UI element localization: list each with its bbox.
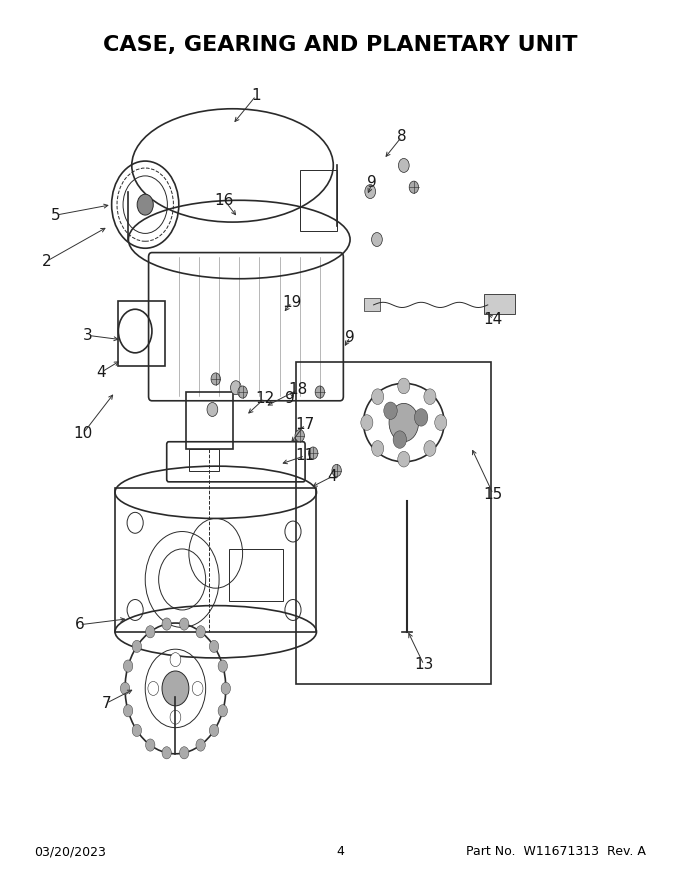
Circle shape bbox=[146, 626, 155, 638]
Text: 3: 3 bbox=[83, 328, 93, 343]
Circle shape bbox=[162, 747, 171, 759]
Bar bbox=[115, 488, 316, 632]
Text: 15: 15 bbox=[483, 487, 503, 502]
Circle shape bbox=[365, 185, 375, 199]
Circle shape bbox=[332, 465, 341, 477]
Text: 4: 4 bbox=[336, 845, 344, 858]
Text: 03/20/2023: 03/20/2023 bbox=[34, 845, 106, 858]
Circle shape bbox=[148, 681, 158, 695]
Circle shape bbox=[409, 181, 419, 194]
Circle shape bbox=[361, 414, 373, 430]
Circle shape bbox=[424, 389, 436, 405]
Text: CASE, GEARING AND PLANETARY UNIT: CASE, GEARING AND PLANETARY UNIT bbox=[103, 34, 577, 55]
Circle shape bbox=[132, 641, 141, 652]
Bar bbox=[364, 298, 380, 311]
Text: 2: 2 bbox=[41, 253, 51, 268]
Circle shape bbox=[315, 386, 324, 398]
Text: 11: 11 bbox=[295, 448, 315, 463]
Text: 9: 9 bbox=[285, 391, 294, 406]
Circle shape bbox=[196, 626, 205, 638]
Text: 17: 17 bbox=[295, 417, 315, 432]
Circle shape bbox=[295, 429, 305, 442]
Circle shape bbox=[123, 660, 133, 672]
Bar bbox=[300, 170, 337, 231]
Circle shape bbox=[414, 408, 428, 426]
Circle shape bbox=[398, 158, 409, 172]
Circle shape bbox=[170, 653, 181, 667]
Circle shape bbox=[207, 402, 218, 416]
Circle shape bbox=[309, 447, 318, 459]
Circle shape bbox=[424, 441, 436, 457]
Circle shape bbox=[162, 671, 189, 706]
Bar bbox=[296, 362, 491, 684]
Circle shape bbox=[435, 414, 447, 430]
Text: 7: 7 bbox=[101, 696, 111, 711]
Circle shape bbox=[120, 682, 130, 694]
Circle shape bbox=[211, 373, 220, 385]
Text: 1: 1 bbox=[251, 88, 261, 103]
Circle shape bbox=[398, 378, 410, 394]
Text: Part No.  W11671313  Rev. A: Part No. W11671313 Rev. A bbox=[466, 845, 646, 858]
Circle shape bbox=[231, 381, 241, 394]
Circle shape bbox=[218, 705, 228, 717]
Circle shape bbox=[180, 747, 189, 759]
Circle shape bbox=[196, 739, 205, 752]
Text: 4: 4 bbox=[327, 469, 337, 484]
Circle shape bbox=[372, 389, 384, 405]
Text: 5: 5 bbox=[51, 208, 61, 223]
Circle shape bbox=[170, 710, 181, 724]
Text: 16: 16 bbox=[215, 193, 234, 208]
Circle shape bbox=[389, 403, 419, 442]
Text: 18: 18 bbox=[289, 382, 308, 397]
Text: 4: 4 bbox=[97, 364, 106, 379]
Text: 6: 6 bbox=[75, 617, 84, 633]
Circle shape bbox=[209, 724, 219, 737]
Bar bbox=[229, 549, 283, 601]
Circle shape bbox=[209, 641, 219, 652]
Bar bbox=[118, 301, 165, 366]
Text: 13: 13 bbox=[414, 657, 434, 672]
Circle shape bbox=[132, 724, 141, 737]
Circle shape bbox=[372, 441, 384, 457]
Circle shape bbox=[398, 451, 410, 467]
Text: 9: 9 bbox=[367, 175, 377, 190]
Circle shape bbox=[180, 618, 189, 630]
Text: 12: 12 bbox=[255, 391, 275, 406]
Circle shape bbox=[221, 682, 231, 694]
Bar bbox=[186, 392, 233, 449]
Circle shape bbox=[393, 431, 407, 448]
Circle shape bbox=[123, 705, 133, 717]
Bar bbox=[484, 295, 515, 313]
Text: 19: 19 bbox=[282, 295, 301, 310]
Circle shape bbox=[146, 739, 155, 752]
Text: 9: 9 bbox=[345, 330, 355, 345]
Circle shape bbox=[218, 660, 228, 672]
Circle shape bbox=[137, 194, 153, 215]
Circle shape bbox=[238, 386, 248, 398]
Text: 14: 14 bbox=[483, 312, 503, 327]
Bar bbox=[189, 449, 219, 471]
Text: 8: 8 bbox=[397, 129, 407, 144]
Circle shape bbox=[192, 681, 203, 695]
Circle shape bbox=[162, 618, 171, 630]
Text: 10: 10 bbox=[74, 426, 93, 441]
Circle shape bbox=[384, 402, 397, 420]
Circle shape bbox=[371, 232, 382, 246]
